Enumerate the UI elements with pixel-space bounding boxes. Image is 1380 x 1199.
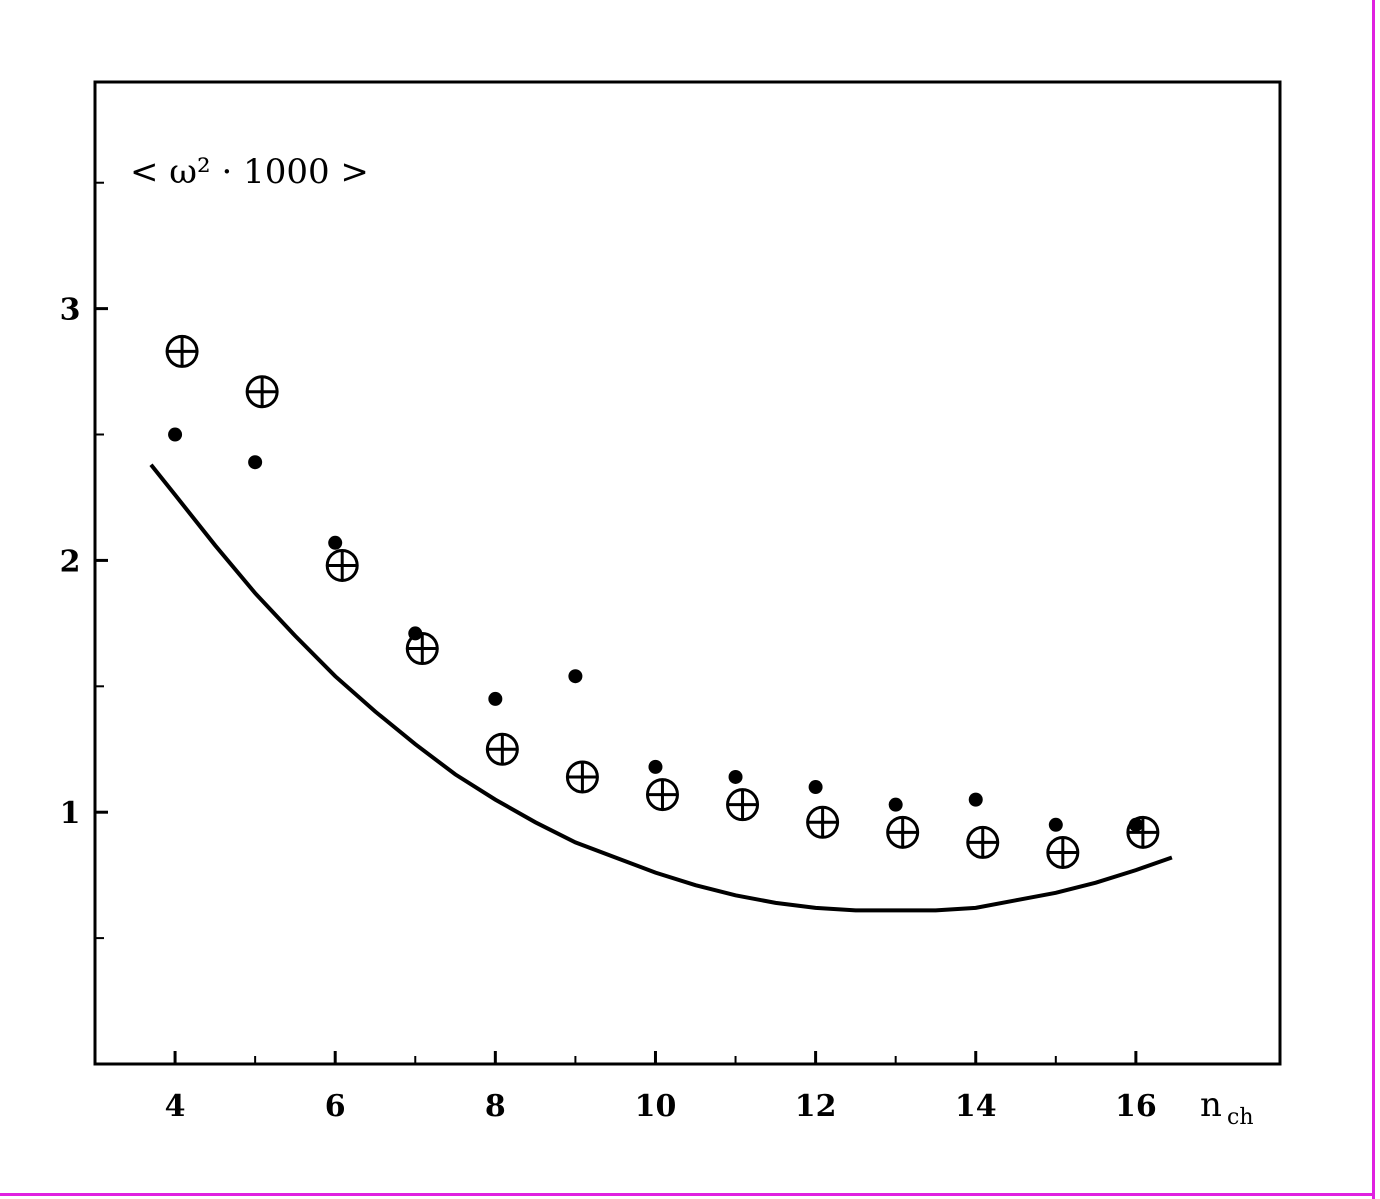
open-cross-point: [405, 632, 439, 666]
x-tick-label: 10: [635, 1089, 677, 1124]
x-tick-label: 8: [485, 1089, 506, 1124]
y-axis-title: < ω² · 1000 >: [130, 152, 369, 192]
y-tick-label: 2: [60, 544, 81, 579]
filled-point: [568, 669, 583, 684]
curve-layer: [149, 463, 1173, 913]
open-cross-point: [165, 334, 199, 368]
open-cross-point: [806, 805, 840, 839]
filled-point: [1048, 817, 1063, 832]
x-tick-label: 16: [1115, 1089, 1157, 1124]
bottom-frame-border: [0, 1193, 1375, 1196]
x-axis-title-main: n: [1200, 1085, 1222, 1125]
filled-point: [728, 769, 743, 784]
right-frame-border: [1372, 0, 1375, 1199]
plot-area-border: [93, 80, 1282, 1066]
filled-point: [648, 759, 663, 774]
filled-point: [408, 626, 423, 641]
open-cross-point: [966, 825, 1000, 859]
filled-point: [888, 797, 903, 812]
y-tick-label: 3: [60, 293, 81, 328]
open-cross-point: [1046, 835, 1080, 869]
open-cross-point: [565, 760, 599, 794]
open-cross-point: [245, 375, 279, 409]
x-tick-label: 12: [795, 1089, 837, 1124]
open-cross-point: [325, 548, 359, 582]
points-layer: [165, 334, 1160, 869]
y-tick-label: 1: [60, 796, 81, 831]
theory-curve: [149, 463, 1173, 913]
filled-point: [328, 535, 343, 550]
x-tick-label: 6: [325, 1089, 346, 1124]
filled-point: [968, 792, 983, 807]
filled-point: [168, 427, 183, 442]
open-cross-point: [645, 778, 679, 812]
open-cross-point: [886, 815, 920, 849]
x-tick-label: 4: [165, 1089, 186, 1124]
x-axis-title-subscript: ch: [1227, 1105, 1254, 1130]
filled-point: [1128, 817, 1143, 832]
x-tick-label: 14: [955, 1089, 997, 1124]
open-cross-point: [726, 788, 760, 822]
filled-point: [488, 691, 503, 706]
filled-point: [248, 455, 263, 470]
open-cross-point: [485, 732, 519, 766]
x-axis-title: n ch: [1200, 1085, 1254, 1130]
filled-point: [808, 780, 823, 795]
